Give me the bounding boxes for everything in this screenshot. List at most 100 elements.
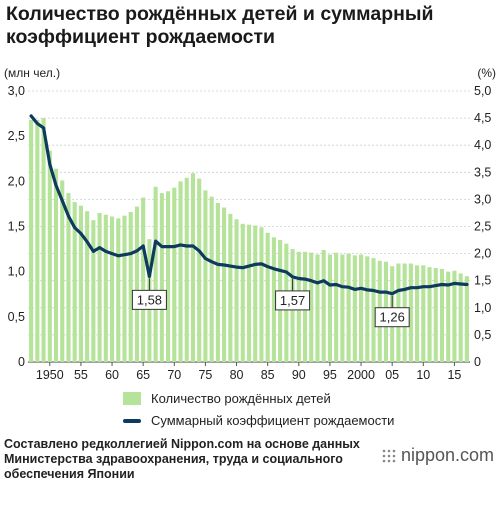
bar: [159, 193, 164, 362]
x-tick-label: 55: [74, 368, 88, 382]
bar: [134, 206, 139, 362]
x-tick-label: 90: [292, 368, 306, 382]
y-right-tick-label: 0: [474, 355, 481, 369]
bar: [97, 212, 102, 362]
annotation-label: 1,58: [137, 292, 162, 307]
bar: [371, 258, 376, 362]
x-tick-label: 65: [136, 368, 150, 382]
bar: [172, 187, 177, 362]
bar: [103, 214, 108, 362]
x-tick-label: 1950: [36, 368, 64, 382]
bar: [446, 271, 451, 362]
y-right-tick-label: 4,0: [474, 138, 491, 152]
bar: [41, 118, 46, 362]
bar: [166, 191, 171, 362]
bar: [109, 216, 115, 362]
bar: [265, 232, 270, 362]
annotation-box: [131, 289, 167, 310]
bar: [415, 265, 420, 362]
bar: [321, 249, 326, 362]
x-tick-label: 70: [167, 368, 181, 382]
y-left-tick-label: 1,0: [8, 265, 25, 279]
bar: [240, 223, 245, 362]
bar: [253, 225, 258, 362]
bar: [439, 268, 445, 362]
source-note: Составлено редколлегией Nippon.com на ос…: [4, 437, 360, 481]
bar: [346, 253, 351, 362]
bar: [228, 213, 233, 362]
bar: [116, 218, 121, 362]
legend-item-fertility: Суммарный коэффициент рождаемости: [123, 413, 394, 428]
bar: [234, 219, 239, 362]
bar: [128, 212, 133, 362]
bar: [427, 267, 432, 362]
bar: [365, 256, 370, 362]
legend-swatch-line: [123, 418, 141, 423]
annotation-label: 1,57: [280, 293, 305, 308]
nippon-logo: nippon.com: [381, 445, 494, 466]
y-right-tick-label: 0,5: [474, 328, 491, 342]
bar: [408, 263, 413, 362]
y-right-tick-label: 3,0: [474, 192, 491, 206]
y-right-tick-label: 2,0: [474, 247, 491, 261]
bar: [190, 173, 196, 362]
x-tick-label: 2000: [347, 368, 375, 382]
bar: [85, 211, 90, 362]
y-right-tick-label: 2,5: [474, 220, 491, 234]
annotation-label: 1,26: [380, 310, 405, 325]
y-right-tick-label: 1,0: [474, 301, 491, 315]
bar: [209, 196, 214, 362]
bar: [246, 224, 252, 362]
x-tick-label: 80: [230, 368, 244, 382]
legend-item-births: Количество рождённых детей: [123, 391, 331, 406]
y-left-tick-label: 3,0: [8, 84, 25, 98]
y-left-tick-label: 0,5: [8, 310, 25, 324]
bar: [60, 180, 65, 362]
bar: [452, 270, 457, 362]
bar: [153, 186, 158, 362]
legend-swatch-bar: [123, 392, 141, 405]
bar: [66, 193, 71, 362]
x-tick-label: 95: [323, 368, 337, 382]
bar: [184, 177, 189, 362]
y-left-tick-label: 2,5: [8, 129, 25, 143]
x-tick-label: 15: [447, 368, 461, 382]
bar: [271, 237, 276, 362]
y-right-tick-label: 5,0: [474, 84, 491, 98]
bar: [197, 178, 202, 362]
legend-label-fertility: Суммарный коэффициент рождаемости: [151, 413, 395, 428]
chart-svg: 0 0,5 1,0 1,5 2,0 2,5 3,0 0 0,5 1,0 1,5 2,0 2,5 3,0 3,…: [8, 84, 492, 382]
left-axis-unit: (млн чел.): [4, 66, 61, 80]
bar: [91, 220, 96, 362]
right-axis-unit: (%): [477, 66, 496, 80]
bar: [178, 181, 183, 362]
bar: [47, 150, 52, 362]
bar: [203, 190, 208, 362]
bar: [78, 205, 83, 362]
bar: [35, 119, 40, 362]
x-tick-label: 85: [261, 368, 275, 382]
nippon-logo-text: nippon.com: [400, 445, 494, 465]
bar: [433, 268, 438, 362]
bar: [352, 255, 357, 362]
legend-label-births: Количество рождённых детей: [151, 391, 331, 406]
bar: [334, 252, 339, 362]
bar: [72, 202, 77, 362]
bar: [215, 203, 220, 362]
bar: [259, 227, 264, 362]
annotation-box: [275, 290, 311, 311]
y-left-tick-label: 0: [18, 355, 25, 369]
bar: [315, 254, 320, 362]
bar: [464, 276, 469, 362]
x-tick-label: 75: [198, 368, 212, 382]
x-tick-label: 60: [105, 368, 119, 382]
fertility-line: [29, 114, 469, 296]
y-right-tick-label: 1,5: [474, 274, 491, 288]
y-left-tick-label: 1,5: [8, 220, 25, 234]
bar: [359, 254, 364, 362]
x-tick-label: 05: [385, 368, 399, 382]
bar: [53, 168, 59, 362]
y-right-tick-label: 3,5: [474, 165, 491, 179]
bar: [29, 119, 34, 362]
bar: [141, 197, 146, 362]
